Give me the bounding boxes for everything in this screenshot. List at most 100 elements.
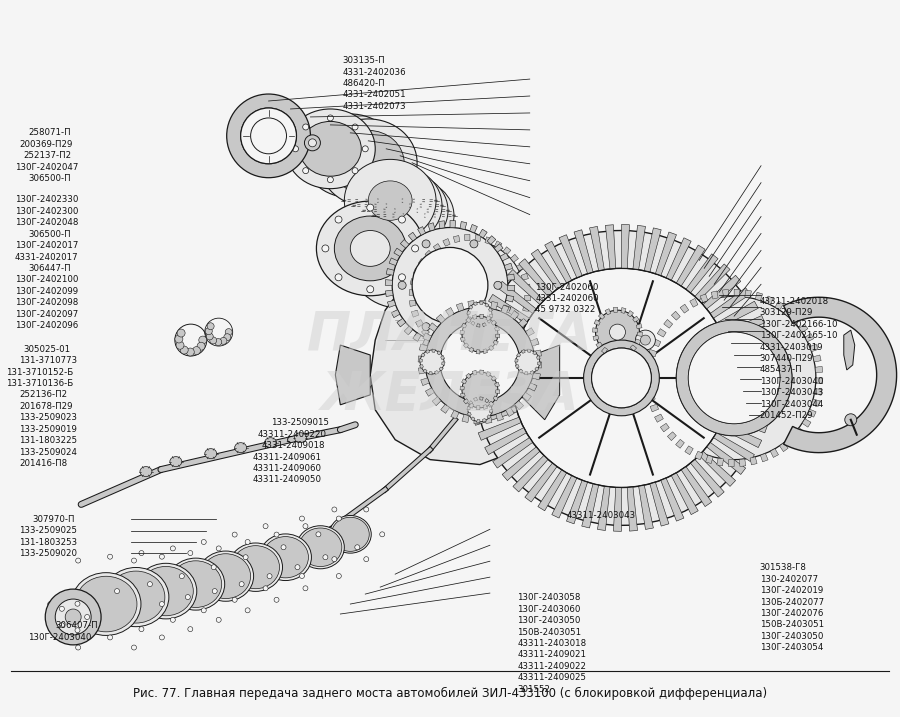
Polygon shape <box>441 404 449 413</box>
Circle shape <box>468 303 492 326</box>
Polygon shape <box>454 235 460 242</box>
Text: Рис. 77. Главная передача заднего моста автомобилей ЗИЛ-433100 (с блокировкой ди: Рис. 77. Главная передача заднего моста … <box>133 687 767 701</box>
Ellipse shape <box>355 166 442 245</box>
Circle shape <box>139 627 144 632</box>
Circle shape <box>337 516 341 521</box>
Circle shape <box>652 296 816 460</box>
Circle shape <box>295 565 300 570</box>
Ellipse shape <box>395 199 433 232</box>
Text: 150В-2403051: 150В-2403051 <box>518 627 581 637</box>
Ellipse shape <box>296 526 345 569</box>
Polygon shape <box>622 224 629 268</box>
Polygon shape <box>779 442 788 452</box>
Polygon shape <box>473 397 477 402</box>
Circle shape <box>232 532 238 537</box>
Polygon shape <box>416 320 423 327</box>
Polygon shape <box>433 244 441 252</box>
Polygon shape <box>462 323 466 328</box>
Text: 133-2509015: 133-2509015 <box>271 418 328 427</box>
Text: 130Г-2403060: 130Г-2403060 <box>518 604 580 614</box>
Circle shape <box>85 614 90 619</box>
Polygon shape <box>740 459 746 466</box>
Polygon shape <box>413 268 421 275</box>
Polygon shape <box>503 247 511 255</box>
Ellipse shape <box>300 121 361 176</box>
Polygon shape <box>815 366 823 373</box>
Polygon shape <box>765 296 773 305</box>
Polygon shape <box>490 410 493 413</box>
Polygon shape <box>507 332 515 340</box>
Circle shape <box>470 323 478 331</box>
Polygon shape <box>410 300 416 306</box>
Polygon shape <box>844 330 855 370</box>
Ellipse shape <box>263 536 309 578</box>
Polygon shape <box>502 447 540 480</box>
Ellipse shape <box>303 114 398 198</box>
Text: 303135-П: 303135-П <box>342 56 385 65</box>
Polygon shape <box>467 407 471 410</box>
Polygon shape <box>614 488 622 531</box>
Circle shape <box>159 602 165 607</box>
Ellipse shape <box>139 566 194 616</box>
Circle shape <box>170 546 176 551</box>
Polygon shape <box>508 270 544 305</box>
Text: 486420-П: 486420-П <box>342 79 385 88</box>
Polygon shape <box>507 274 515 280</box>
Polygon shape <box>436 314 446 323</box>
Polygon shape <box>480 397 483 400</box>
Polygon shape <box>464 234 470 241</box>
Circle shape <box>245 539 250 544</box>
Text: 130Г-2402330: 130Г-2402330 <box>14 196 78 204</box>
Polygon shape <box>508 285 515 291</box>
Ellipse shape <box>235 442 247 452</box>
Text: 130Г-2403043: 130Г-2403043 <box>760 389 823 397</box>
Text: 307440-П29: 307440-П29 <box>760 354 813 363</box>
Polygon shape <box>493 396 499 401</box>
Polygon shape <box>799 324 808 333</box>
Polygon shape <box>476 406 480 410</box>
Polygon shape <box>485 427 526 455</box>
Polygon shape <box>496 334 500 338</box>
Circle shape <box>364 556 369 561</box>
Text: 130Г-2402096: 130Г-2402096 <box>14 321 78 330</box>
Polygon shape <box>445 343 450 350</box>
Circle shape <box>210 337 217 344</box>
Text: 133-2509024: 133-2509024 <box>19 447 77 457</box>
Text: 43311-2409220: 43311-2409220 <box>257 429 326 439</box>
Polygon shape <box>706 455 713 464</box>
Circle shape <box>337 574 341 579</box>
Polygon shape <box>533 351 537 355</box>
Circle shape <box>55 599 91 635</box>
Circle shape <box>224 333 230 341</box>
Circle shape <box>131 645 137 650</box>
Polygon shape <box>487 319 491 323</box>
Polygon shape <box>517 263 525 271</box>
Polygon shape <box>657 328 666 337</box>
Text: 252137-П2: 252137-П2 <box>23 151 72 160</box>
Polygon shape <box>601 347 608 353</box>
Polygon shape <box>496 412 504 421</box>
Ellipse shape <box>76 576 137 632</box>
Polygon shape <box>479 229 487 238</box>
Polygon shape <box>483 404 488 409</box>
Polygon shape <box>627 310 634 317</box>
Ellipse shape <box>350 219 450 308</box>
Polygon shape <box>455 342 462 350</box>
Polygon shape <box>475 323 519 344</box>
Text: 130Г-2402019: 130Г-2402019 <box>760 586 823 595</box>
Polygon shape <box>519 315 526 323</box>
Polygon shape <box>490 314 493 318</box>
Polygon shape <box>633 316 639 322</box>
Polygon shape <box>734 289 740 296</box>
Text: 43311-2409025: 43311-2409025 <box>518 673 586 683</box>
Text: 4331-2402051: 4331-2402051 <box>342 90 406 100</box>
Polygon shape <box>468 370 512 378</box>
Text: 150В-2403051: 150В-2403051 <box>760 620 824 630</box>
Polygon shape <box>462 414 469 422</box>
Polygon shape <box>428 371 432 375</box>
Text: 131-1803225: 131-1803225 <box>19 436 77 445</box>
Polygon shape <box>464 343 469 348</box>
Circle shape <box>220 338 227 344</box>
Polygon shape <box>686 254 718 293</box>
Polygon shape <box>510 310 519 320</box>
